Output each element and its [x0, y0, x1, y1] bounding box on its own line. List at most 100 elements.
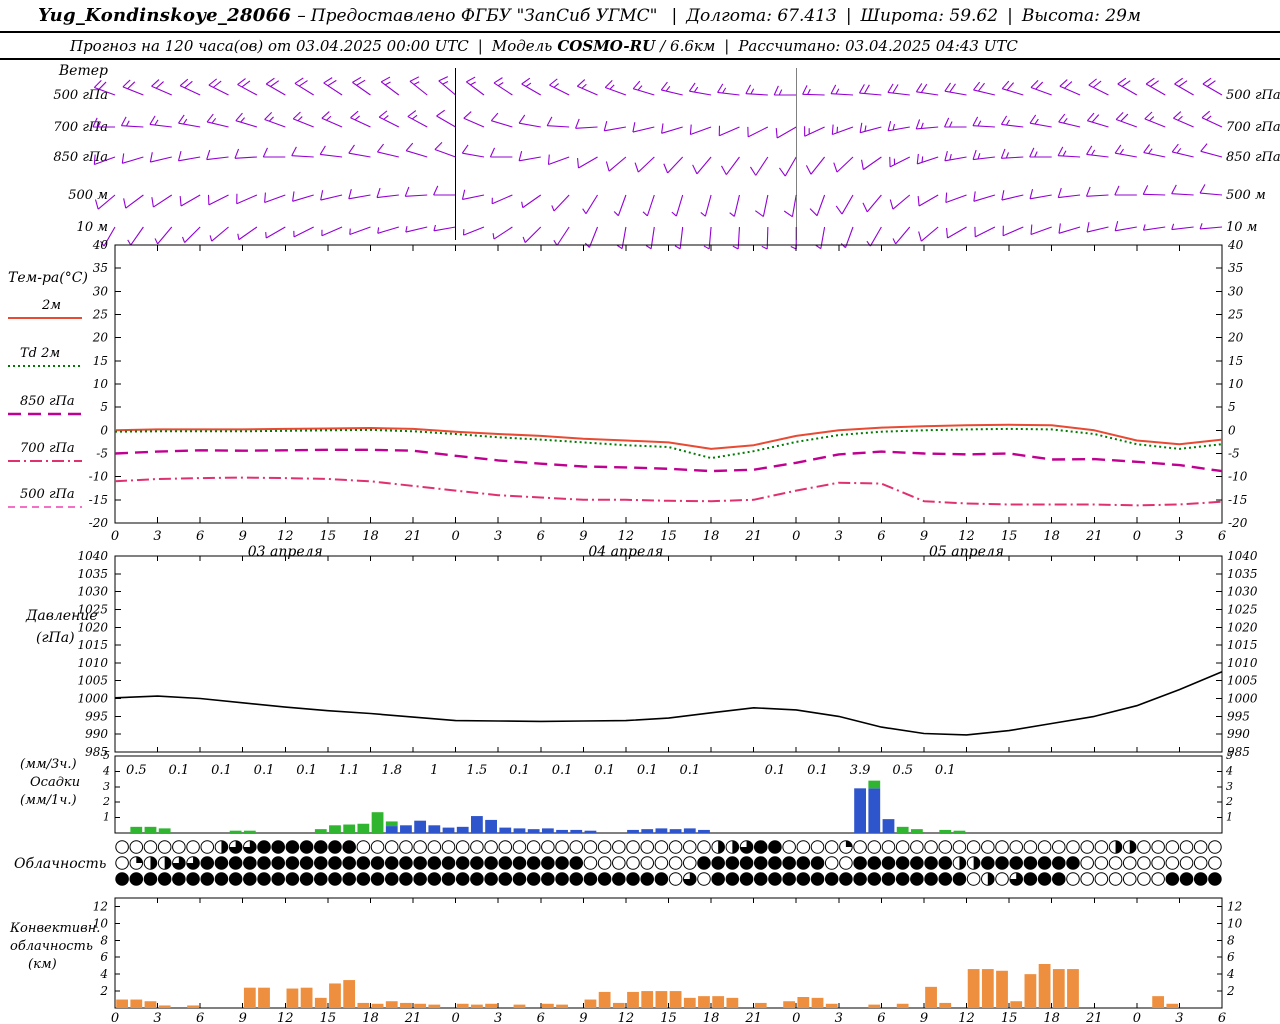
- svg-text:-15: -15: [89, 493, 108, 507]
- svg-text:2: 2: [99, 984, 108, 998]
- svg-text:21: 21: [1085, 529, 1103, 544]
- svg-text:21: 21: [744, 529, 762, 544]
- svg-text:10: 10: [93, 377, 109, 391]
- svg-text:10: 10: [1227, 916, 1243, 930]
- svg-text:-5: -5: [96, 447, 108, 461]
- svg-text:40: 40: [1227, 238, 1244, 252]
- svg-text:1025: 1025: [1227, 602, 1258, 616]
- svg-text:Конвективн.: Конвективн.: [9, 921, 100, 936]
- svg-text:1: 1: [103, 811, 110, 824]
- svg-text:1030: 1030: [1227, 585, 1258, 599]
- svg-text:20: 20: [92, 331, 109, 345]
- svg-text:0: 0: [111, 529, 119, 544]
- svg-text:1.1: 1.1: [339, 763, 360, 778]
- svg-text:0.1: 0.1: [807, 763, 828, 778]
- svg-text:(мм/1ч.): (мм/1ч.): [20, 793, 77, 808]
- svg-text:Td 2м: Td 2м: [20, 346, 60, 361]
- svg-text:0.1: 0.1: [637, 763, 658, 778]
- svg-text:Ветер: Ветер: [58, 63, 108, 79]
- svg-text:0.1: 0.1: [594, 763, 615, 778]
- altitude: Высота: 29м: [1021, 5, 1142, 26]
- svg-text:0.1: 0.1: [296, 763, 317, 778]
- svg-text:0.1: 0.1: [679, 763, 700, 778]
- svg-text:500 гПа: 500 гПа: [1226, 88, 1280, 103]
- svg-text:10: 10: [1228, 377, 1244, 391]
- svg-text:10 м: 10 м: [1226, 220, 1257, 235]
- station-name: Yug_Kondinskoye_28066: [38, 5, 292, 26]
- svg-text:12: 12: [1227, 899, 1242, 913]
- svg-text:1020: 1020: [1227, 620, 1258, 634]
- svg-text:0: 0: [451, 529, 459, 544]
- svg-text:12: 12: [93, 899, 108, 913]
- svg-text:-15: -15: [1228, 493, 1247, 507]
- svg-text:8: 8: [100, 933, 108, 947]
- svg-text:0: 0: [1228, 423, 1236, 437]
- svg-text:995: 995: [85, 709, 108, 723]
- separator: |: [1007, 5, 1013, 26]
- meteogram-chart: Ветер 500 гПа 500 гПа 700 гПа 700 гПа 850 гПа…: [8, 63, 1280, 1024]
- svg-text:(мм/3ч.): (мм/3ч.): [20, 757, 77, 772]
- svg-text:985: 985: [85, 745, 108, 759]
- svg-text:850 гПа: 850 гПа: [1226, 150, 1280, 165]
- svg-text:1010: 1010: [1227, 656, 1258, 670]
- model-name: COSMO-RU: [557, 36, 656, 55]
- svg-text:0.1: 0.1: [169, 763, 190, 778]
- svg-text:0: 0: [792, 1011, 800, 1024]
- svg-text:1005: 1005: [1227, 674, 1258, 688]
- svg-text:6: 6: [100, 950, 108, 964]
- svg-text:0.1: 0.1: [552, 763, 573, 778]
- svg-text:15: 15: [320, 1011, 337, 1024]
- svg-text:12: 12: [958, 529, 975, 544]
- svg-text:18: 18: [362, 529, 379, 544]
- svg-text:1.8: 1.8: [381, 763, 402, 778]
- svg-text:6: 6: [537, 529, 545, 544]
- svg-text:2: 2: [1226, 984, 1235, 998]
- svg-text:6: 6: [537, 1011, 545, 1024]
- svg-text:18: 18: [1043, 529, 1060, 544]
- svg-text:9: 9: [920, 529, 928, 544]
- svg-text:0: 0: [1133, 1011, 1141, 1024]
- svg-text:21: 21: [744, 1011, 762, 1024]
- svg-text:-20: -20: [1228, 516, 1248, 530]
- svg-text:0.5: 0.5: [126, 763, 147, 778]
- svg-text:1035: 1035: [1227, 567, 1258, 581]
- svg-text:9: 9: [579, 1011, 587, 1024]
- svg-text:1.5: 1.5: [467, 763, 488, 778]
- svg-text:15: 15: [93, 354, 108, 368]
- svg-text:0.1: 0.1: [211, 763, 232, 778]
- svg-text:15: 15: [320, 529, 337, 544]
- svg-text:5: 5: [1228, 400, 1236, 414]
- svg-text:500 гПа: 500 гПа: [20, 487, 75, 502]
- header-line-1: Yug_Kondinskoye_28066 – Предоставлено ФГ…: [0, 0, 1280, 33]
- svg-text:1010: 1010: [77, 656, 108, 670]
- svg-text:20: 20: [1227, 331, 1244, 345]
- svg-text:1000: 1000: [1227, 692, 1258, 706]
- latitude: Широта: 59.62: [860, 5, 999, 26]
- svg-text:Осадки: Осадки: [30, 775, 80, 790]
- pressure-panel: Давление (гПа) 1040 1040 1035 1035 1030 1030 102…: [25, 549, 1258, 759]
- svg-text:5: 5: [1226, 749, 1233, 762]
- svg-text:2: 2: [1225, 795, 1233, 808]
- svg-text:9: 9: [920, 1011, 928, 1024]
- svg-text:Облачность: Облачность: [14, 856, 106, 872]
- svg-text:15: 15: [1001, 1011, 1018, 1024]
- svg-text:9: 9: [239, 529, 247, 544]
- svg-text:25: 25: [92, 308, 108, 322]
- header-line-2: Прогноз на 120 часа(ов) от 03.04.2025 00…: [0, 33, 1280, 60]
- svg-text:3.9: 3.9: [850, 763, 871, 778]
- separator: |: [724, 36, 730, 55]
- precip-panel: (мм/3ч.) Осадки (мм/1ч.) 1 1 2 2 3 3 4 4 5 5 0.5 0.1 0.…: [20, 749, 1233, 834]
- svg-text:12: 12: [958, 1011, 975, 1024]
- separator: |: [477, 36, 483, 55]
- svg-text:3: 3: [153, 1011, 161, 1024]
- svg-text:990: 990: [1227, 727, 1250, 741]
- svg-text:0.1: 0.1: [765, 763, 786, 778]
- svg-text:35: 35: [93, 261, 108, 275]
- svg-text:25: 25: [1227, 308, 1243, 322]
- svg-text:-10: -10: [1228, 470, 1248, 484]
- forecast-info: Прогноз на 120 часа(ов) от 03.04.2025 00…: [70, 36, 469, 55]
- svg-text:15: 15: [1228, 354, 1243, 368]
- svg-text:6: 6: [196, 529, 204, 544]
